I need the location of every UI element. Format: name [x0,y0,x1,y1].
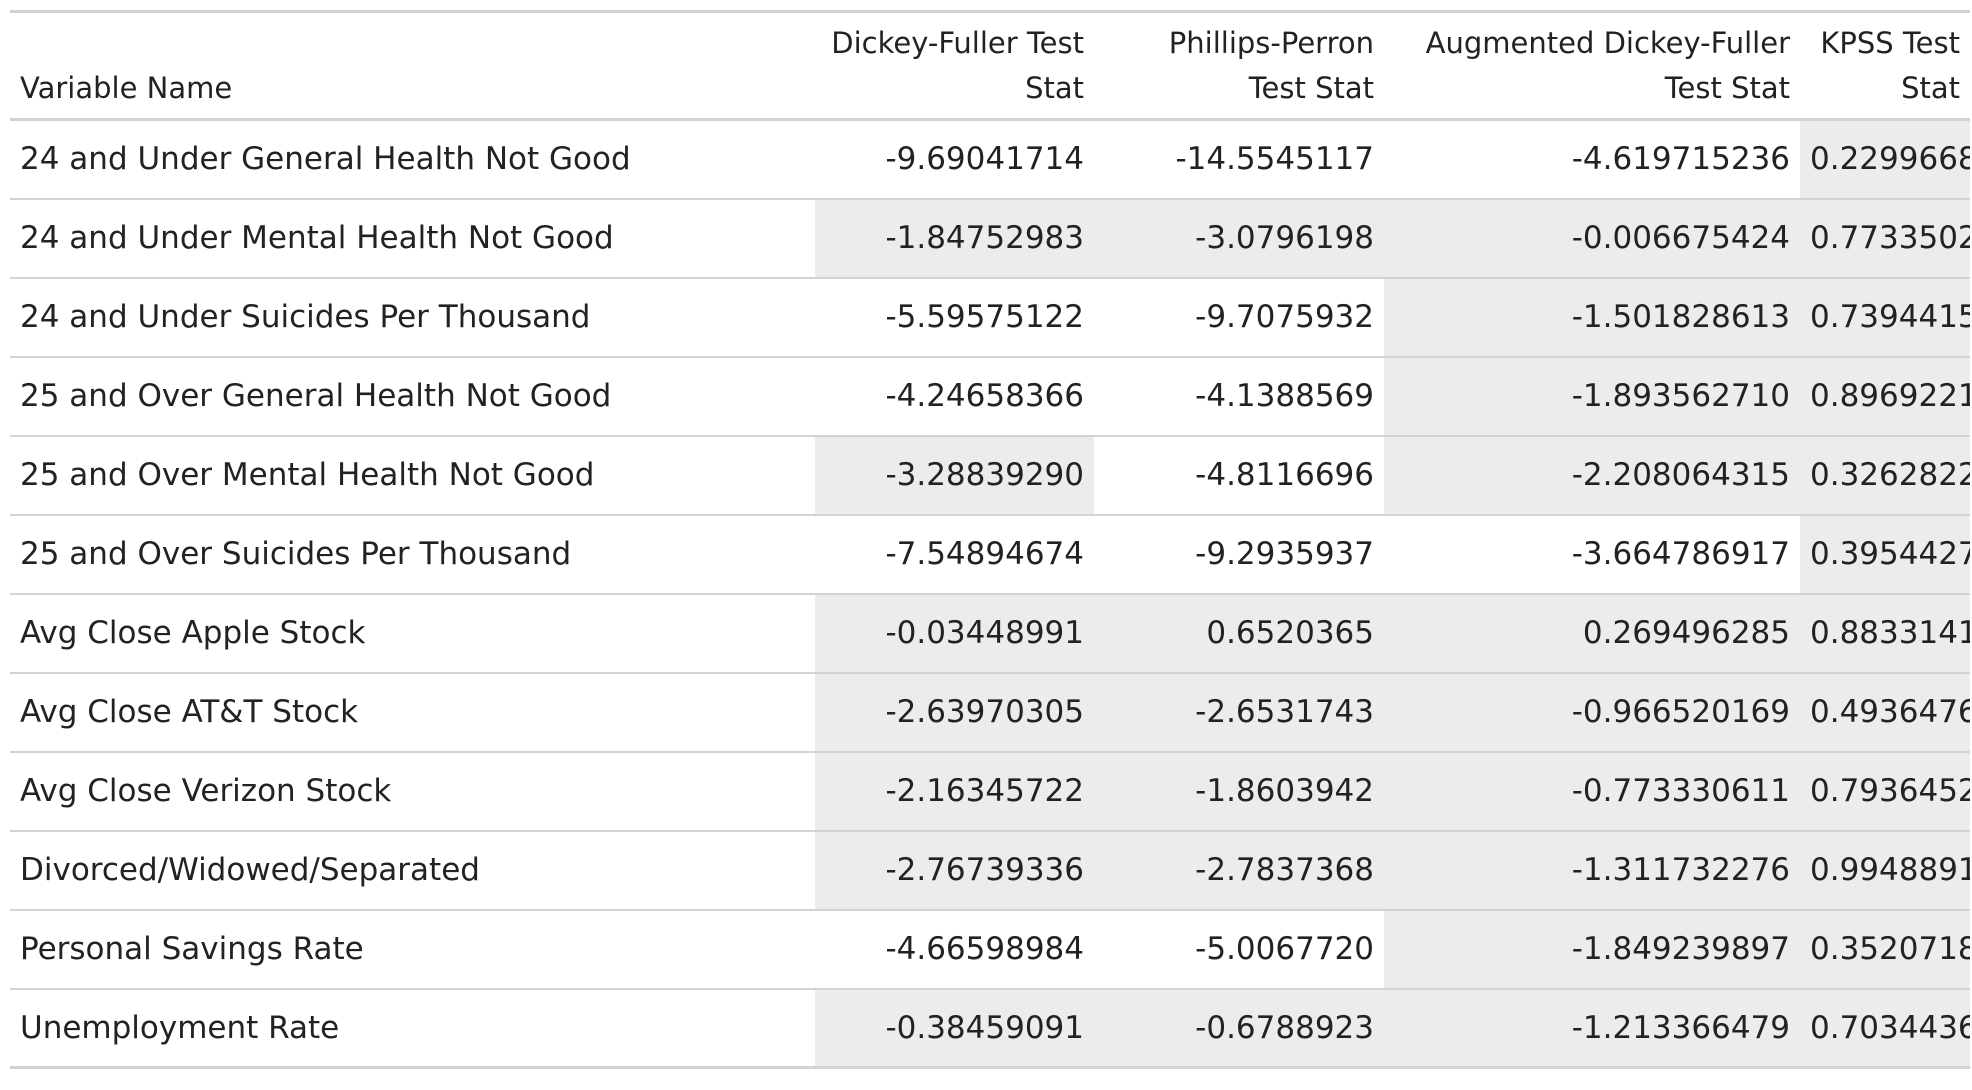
augmented-dickey-fuller-cell: -2.208064315 [1384,435,1800,515]
phillips-perron-cell: -0.6788923 [1094,988,1384,1068]
table-row: 24 and Under Suicides Per Thousand -5.595… [10,277,1970,357]
dickey-fuller-cell: -1.84752983 [815,198,1094,278]
phillips-perron-cell: -9.2935937 [1195,536,1374,572]
dickey-fuller-cell: -2.63970305 [815,672,1094,752]
variable-name-cell: 24 and Under Mental Health Not Good [20,220,614,256]
variable-name-cell: 24 and Under Suicides Per Thousand [20,299,591,335]
stationarity-test-table: Variable Name Dickey-Fuller Test Stat Ph… [10,10,1970,1069]
dickey-fuller-cell: -0.03448991 [815,593,1094,673]
dickey-fuller-cell: -7.54894674 [885,536,1084,572]
table-row: Avg Close Apple Stock -0.03448991 0.652036… [10,593,1970,673]
variable-name-cell: Personal Savings Rate [20,931,364,967]
dickey-fuller-cell: -5.59575122 [885,299,1084,335]
kpss-cell: 0.9948891 [1800,830,1970,910]
table-header: Variable Name Dickey-Fuller Test Stat Ph… [10,11,1970,120]
kpss-cell: 0.7733502 [1800,198,1970,278]
column-header-augmented-dickey-fuller: Augmented Dickey-Fuller Test Stat [1425,26,1790,105]
column-header-dickey-fuller: Dickey-Fuller Test Stat [831,26,1084,105]
dickey-fuller-cell: -0.38459091 [815,988,1094,1068]
variable-name-cell: 25 and Over Suicides Per Thousand [20,536,572,572]
table-row: Personal Savings Rate -4.66598984 -5.00677… [10,909,1970,989]
kpss-cell: 0.3954427 [1800,514,1970,594]
kpss-cell: 0.8833141 [1800,593,1970,673]
phillips-perron-cell: -4.8116696 [1195,457,1374,493]
kpss-cell: 0.2299668 [1800,119,1970,199]
kpss-cell: 0.3262822 [1800,435,1970,515]
augmented-dickey-fuller-cell: -3.664786917 [1571,536,1790,572]
augmented-dickey-fuller-cell: 0.269496285 [1384,593,1800,673]
kpss-cell: 0.7936452 [1800,751,1970,831]
kpss-cell: 0.7394415 [1800,277,1970,357]
augmented-dickey-fuller-cell: -1.311732276 [1384,830,1800,910]
kpss-cell: 0.7034436 [1800,988,1970,1068]
dickey-fuller-cell: -9.69041714 [885,141,1084,178]
table-row: 25 and Over General Health Not Good -4.24… [10,356,1970,436]
variable-name-cell: Divorced/Widowed/Separated [20,852,480,888]
phillips-perron-cell: 0.6520365 [1094,593,1384,673]
augmented-dickey-fuller-cell: -1.849239897 [1384,909,1800,989]
column-header-phillips-perron: Phillips-Perron Test Stat [1168,26,1374,105]
augmented-dickey-fuller-cell: -0.773330611 [1384,751,1800,831]
table-row: Avg Close AT&T Stock -2.63970305 -2.653174… [10,672,1970,752]
table-row: 24 and Under Mental Health Not Good -1.84… [10,198,1970,278]
augmented-dickey-fuller-cell: -0.966520169 [1384,672,1800,752]
column-header-variable-name: Variable Name [20,71,233,105]
augmented-dickey-fuller-cell: -0.006675424 [1384,198,1800,278]
dickey-fuller-cell: -4.66598984 [885,931,1084,967]
dickey-fuller-cell: -2.16345722 [815,751,1094,831]
dickey-fuller-cell: -4.24658366 [885,378,1084,414]
phillips-perron-cell: -2.7837368 [1094,830,1384,910]
phillips-perron-cell: -9.7075932 [1195,299,1374,335]
phillips-perron-cell: -5.0067720 [1195,931,1374,967]
dickey-fuller-cell: -2.76739336 [815,830,1094,910]
variable-name-cell: 25 and Over General Health Not Good [20,378,612,414]
augmented-dickey-fuller-cell: -1.893562710 [1384,356,1800,436]
stationarity-test-table-container: Variable Name Dickey-Fuller Test Stat Ph… [10,10,1970,1069]
kpss-cell: 0.3520718 [1800,909,1970,989]
table-row: Divorced/Widowed/Separated -2.76739336 -2.… [10,830,1970,910]
table-row: Avg Close Verizon Stock -2.16345722 -1.860… [10,751,1970,831]
table-row: 25 and Over Mental Health Not Good -3.288… [10,435,1970,515]
kpss-cell: 0.8969221 [1800,356,1970,436]
phillips-perron-cell: -1.8603942 [1094,751,1384,831]
variable-name-cell: 24 and Under General Health Not Good [20,141,631,178]
table-row: 25 and Over Suicides Per Thousand -7.5489… [10,514,1970,594]
phillips-perron-cell: -2.6531743 [1094,672,1384,752]
phillips-perron-cell: -4.1388569 [1195,378,1374,414]
variable-name-cell: Avg Close Verizon Stock [20,773,392,809]
column-header-kpss: KPSS Test Stat [1820,26,1960,105]
variable-name-cell: Avg Close AT&T Stock [20,694,359,730]
augmented-dickey-fuller-cell: -1.501828613 [1384,277,1800,357]
phillips-perron-cell: -14.5545117 [1175,141,1374,178]
dickey-fuller-cell: -3.28839290 [815,435,1094,515]
table-row: 24 and Under General Health Not Good -9.6… [10,119,1970,199]
table-row: Unemployment Rate -0.38459091 -0.6788923 -1… [10,988,1970,1068]
table-body: 24 and Under General Health Not Good -9.6… [10,119,1970,1068]
augmented-dickey-fuller-cell: -1.213366479 [1384,988,1800,1068]
phillips-perron-cell: -3.0796198 [1094,198,1384,278]
kpss-cell: 0.4936476 [1800,672,1970,752]
variable-name-cell: 25 and Over Mental Health Not Good [20,457,595,493]
variable-name-cell: Avg Close Apple Stock [20,615,366,651]
variable-name-cell: Unemployment Rate [20,1009,340,1046]
header-row: Variable Name Dickey-Fuller Test Stat Ph… [10,11,1970,120]
augmented-dickey-fuller-cell: -4.619715236 [1571,141,1790,178]
